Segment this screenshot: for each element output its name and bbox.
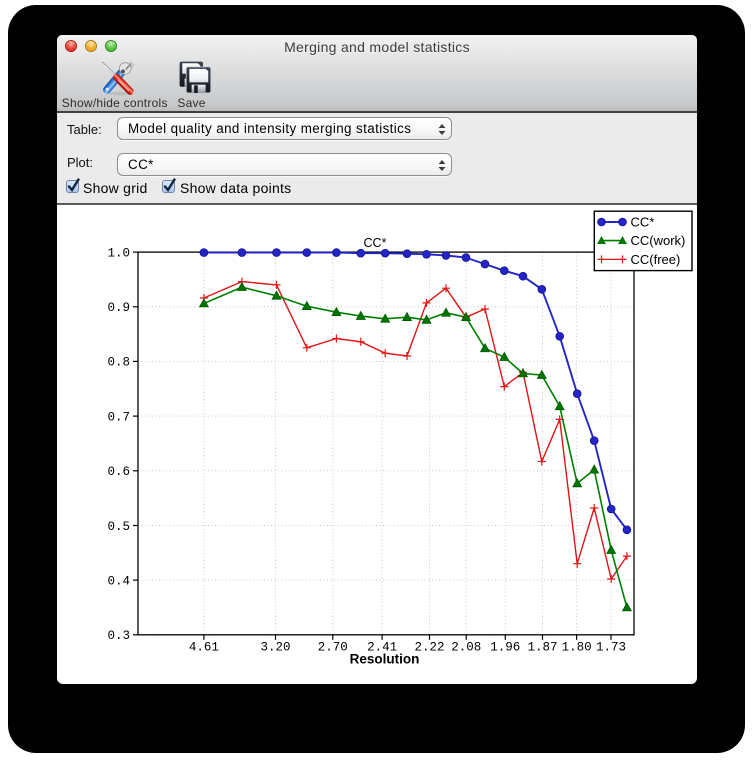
svg-text:0.8: 0.8 [107, 356, 130, 370]
svg-text:1.0: 1.0 [107, 246, 130, 260]
svg-text:2.70: 2.70 [318, 641, 348, 655]
svg-text:0.7: 0.7 [107, 410, 130, 424]
svg-text:0.3: 0.3 [107, 629, 130, 643]
svg-text:2.41: 2.41 [367, 641, 397, 655]
svg-text:0.6: 0.6 [107, 465, 130, 479]
svg-text:0.4: 0.4 [107, 574, 130, 588]
svg-text:0.5: 0.5 [107, 520, 130, 534]
svg-text:2.22: 2.22 [414, 641, 444, 655]
svg-text:CC(free): CC(free) [631, 252, 681, 267]
svg-text:2.08: 2.08 [451, 641, 481, 655]
svg-text:1.87: 1.87 [527, 641, 557, 655]
svg-text:1.73: 1.73 [596, 641, 626, 655]
svg-text:CC(work): CC(work) [631, 233, 686, 248]
svg-text:CC*: CC* [364, 236, 387, 250]
svg-text:4.61: 4.61 [189, 641, 219, 655]
svg-text:Resolution: Resolution [350, 652, 420, 667]
svg-text:3.20: 3.20 [260, 641, 290, 655]
svg-text:1.96: 1.96 [490, 641, 520, 655]
svg-text:0.9: 0.9 [107, 301, 130, 315]
svg-text:1.80: 1.80 [562, 641, 592, 655]
svg-text:CC*: CC* [631, 215, 655, 230]
